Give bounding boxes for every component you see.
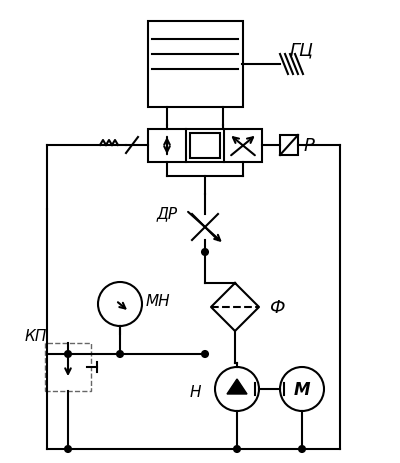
- Circle shape: [117, 351, 123, 357]
- Polygon shape: [227, 379, 247, 394]
- Bar: [148, 130, 262, 163]
- Circle shape: [299, 446, 305, 452]
- Bar: [148, 22, 243, 108]
- Circle shape: [98, 282, 142, 326]
- Bar: [280, 136, 298, 156]
- Circle shape: [215, 367, 259, 411]
- Text: МН: МН: [146, 293, 171, 308]
- Circle shape: [234, 446, 240, 452]
- Text: Ф: Ф: [269, 298, 284, 316]
- Text: М: М: [294, 380, 310, 398]
- Bar: [45, 343, 91, 391]
- Circle shape: [202, 351, 208, 357]
- Text: Р: Р: [304, 137, 315, 155]
- Circle shape: [280, 367, 324, 411]
- Text: ДР: ДР: [156, 206, 178, 221]
- Text: ГЦ: ГЦ: [290, 41, 314, 59]
- Circle shape: [65, 351, 71, 357]
- Circle shape: [202, 250, 208, 256]
- Bar: [51, 350, 85, 384]
- Text: Н: Н: [189, 385, 201, 400]
- Circle shape: [65, 446, 71, 452]
- Text: КП: КП: [25, 329, 47, 344]
- Bar: [190, 134, 220, 159]
